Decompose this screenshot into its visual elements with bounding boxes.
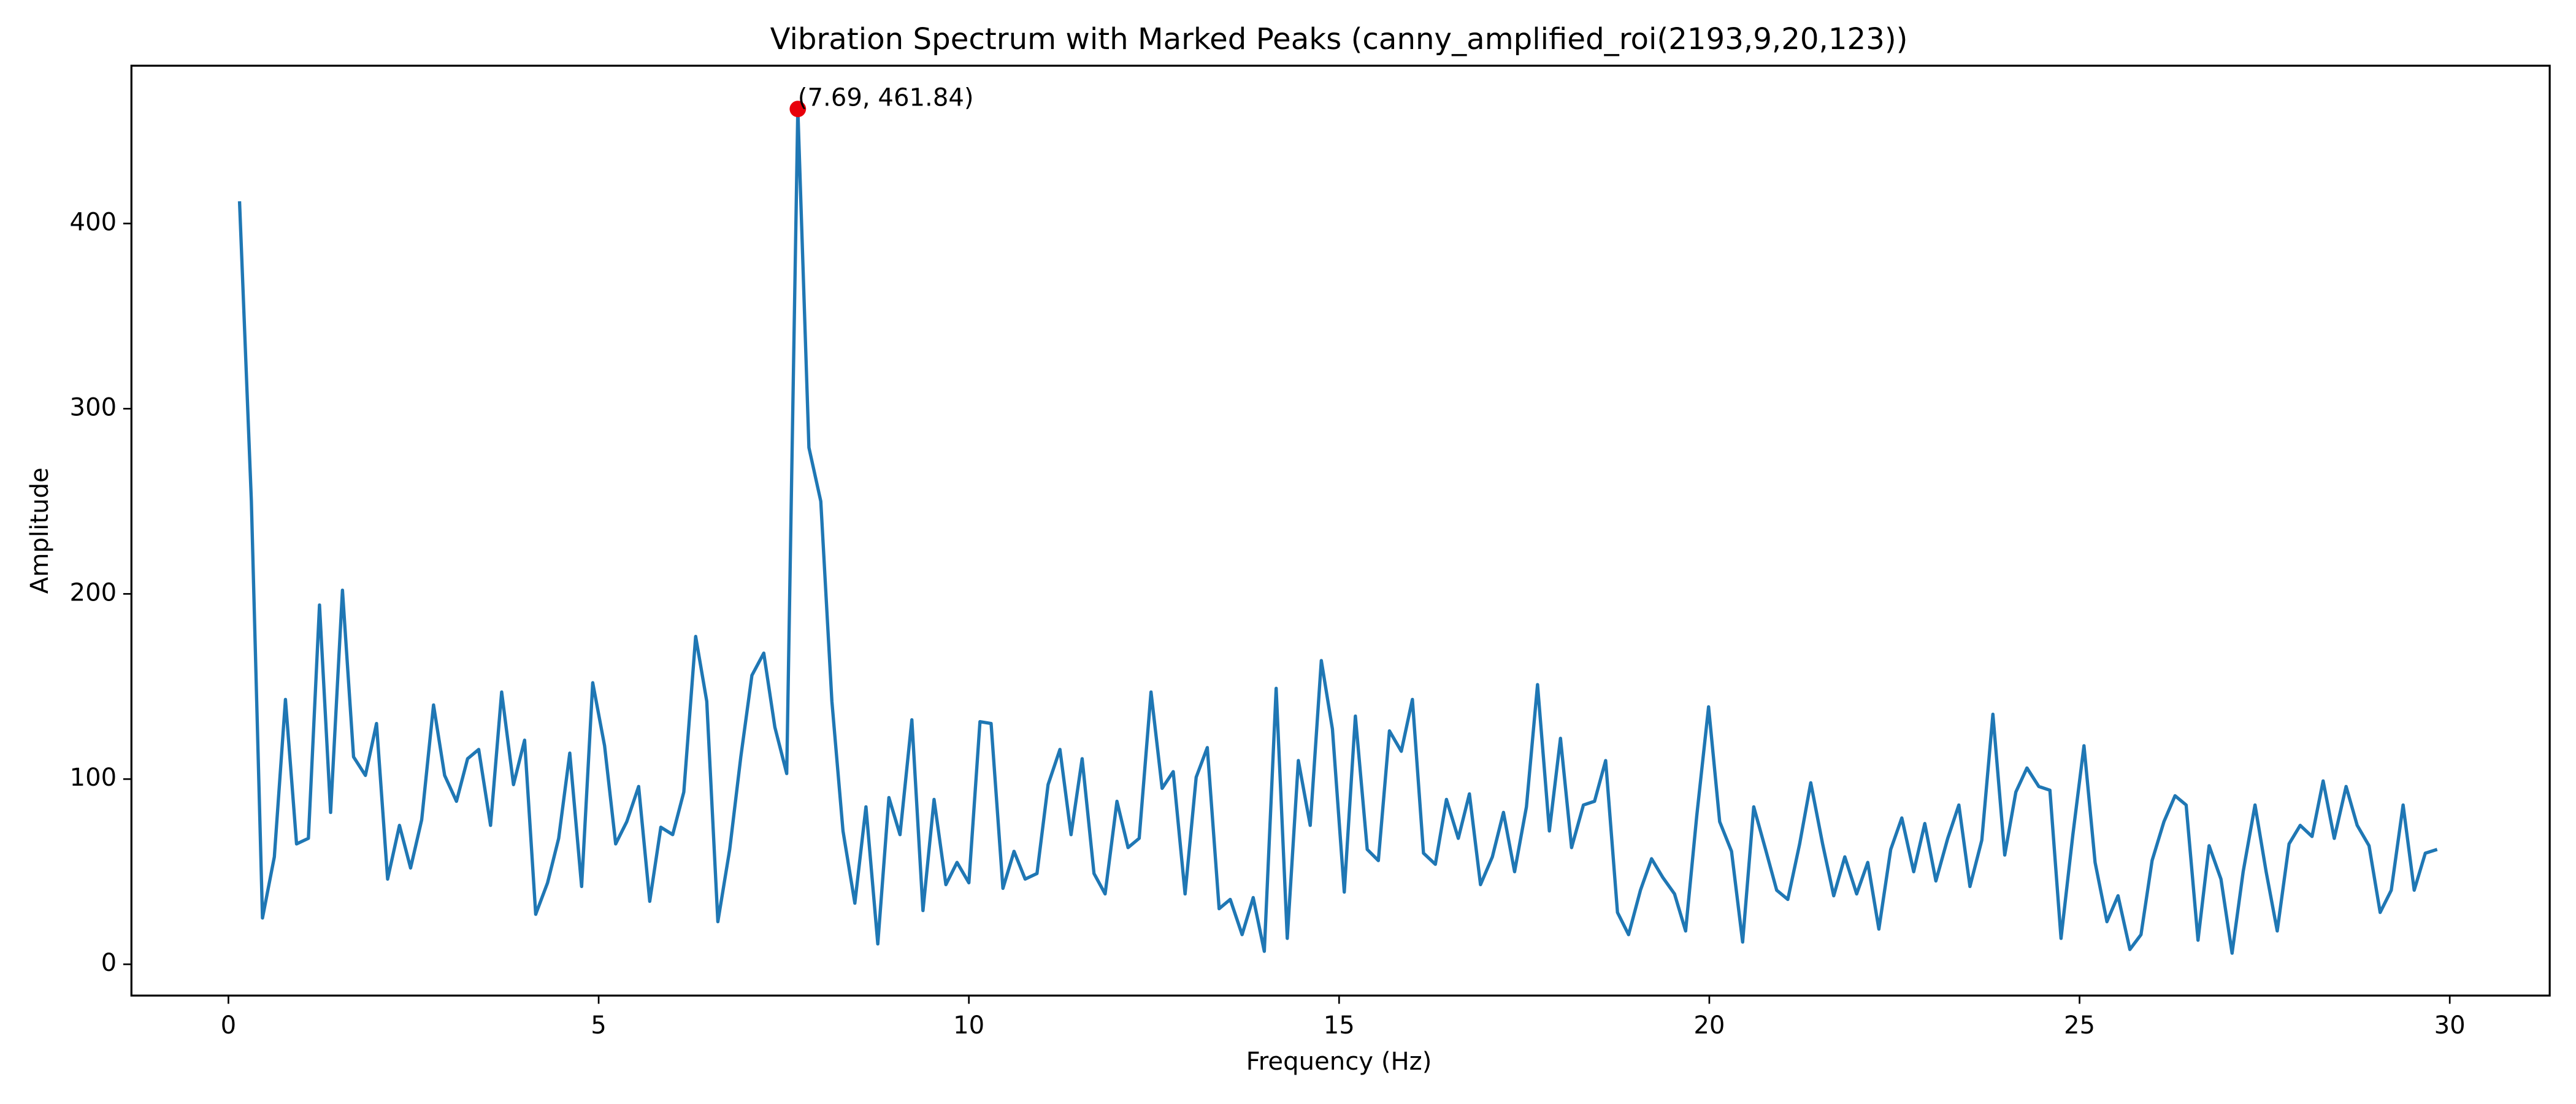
x-axis-label: Frequency (Hz) <box>1246 1048 1432 1076</box>
x-tick-label: 0 <box>221 1011 237 1040</box>
plot-frame <box>130 64 2551 997</box>
x-tick-label: 20 <box>1693 1011 1725 1040</box>
data-line <box>237 107 2438 955</box>
x-tick-label: 5 <box>591 1011 607 1040</box>
x-tick-label: 10 <box>953 1011 984 1040</box>
y-tick-label: 0 <box>101 949 117 977</box>
x-tick-label: 30 <box>2434 1011 2466 1040</box>
y-tick-label: 200 <box>70 578 117 607</box>
chart-title: Vibration Spectrum with Marked Peaks (ca… <box>770 22 1908 56</box>
x-tick-label: 15 <box>1324 1011 1355 1040</box>
y-tick-label: 400 <box>70 208 117 236</box>
y-tick-label: 300 <box>70 393 117 421</box>
y-tick-label: 100 <box>70 764 117 792</box>
y-axis-label: Amplitude <box>26 467 54 594</box>
peak-annotation: (7.69, 461.84) <box>798 84 974 112</box>
x-tick-label: 25 <box>2064 1011 2095 1040</box>
peak-marker <box>789 101 807 118</box>
